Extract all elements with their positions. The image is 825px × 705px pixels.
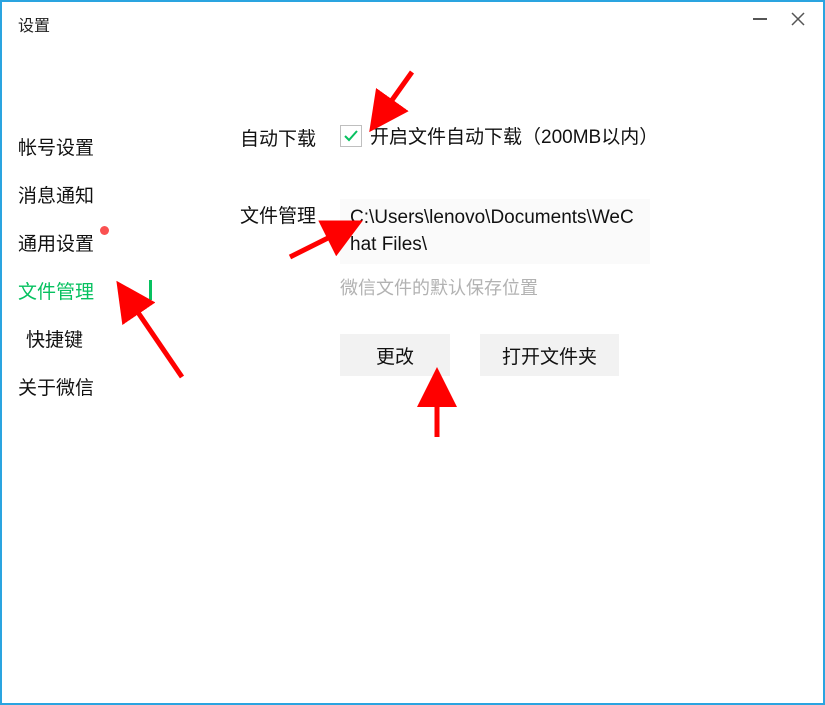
sidebar-item-label: 快捷键	[26, 325, 83, 352]
sidebar-item-label: 文件管理	[18, 277, 94, 304]
window-controls	[741, 4, 817, 34]
sidebar-item-account[interactable]: 帐号设置	[18, 122, 172, 170]
file-path-hint: 微信文件的默认保存位置	[340, 274, 823, 300]
open-folder-button[interactable]: 打开文件夹	[480, 334, 619, 376]
titlebar: 设置	[2, 2, 823, 42]
window-body: 帐号设置 消息通知 通用设置 文件管理 快捷键 关于微信 自动下载	[2, 42, 823, 703]
sidebar-item-label: 关于微信	[18, 373, 94, 400]
sidebar-item-label: 通用设置	[18, 229, 94, 256]
content-pane: 自动下载 开启文件自动下载（200MB以内） 文件管理 C:\Users\len…	[172, 42, 823, 703]
sidebar-item-notifications[interactable]: 消息通知	[18, 170, 172, 218]
sidebar-item-label: 帐号设置	[18, 133, 94, 160]
minimize-button[interactable]	[741, 4, 779, 34]
settings-window: 设置 帐号设置 消息通知 通用设置 文件管理 快捷键	[0, 0, 825, 705]
window-title: 设置	[12, 8, 50, 36]
section-label-file-manage: 文件管理	[240, 199, 340, 228]
file-manage-body: C:\Users\lenovo\Documents\WeChat Files\ …	[340, 199, 823, 376]
check-icon	[343, 128, 359, 144]
sidebar-item-shortcuts[interactable]: 快捷键	[18, 314, 172, 362]
auto-download-label: 开启文件自动下载（200MB以内）	[370, 122, 658, 149]
file-path-display: C:\Users\lenovo\Documents\WeChat Files\	[340, 199, 650, 264]
auto-download-row: 自动下载 开启文件自动下载（200MB以内）	[240, 122, 823, 151]
section-label-auto-download: 自动下载	[240, 122, 340, 151]
sidebar-item-about[interactable]: 关于微信	[18, 362, 172, 410]
file-buttons-row: 更改 打开文件夹	[340, 334, 823, 376]
auto-download-checkbox[interactable]	[340, 125, 362, 147]
sidebar: 帐号设置 消息通知 通用设置 文件管理 快捷键 关于微信	[2, 42, 172, 703]
auto-download-body: 开启文件自动下载（200MB以内）	[340, 122, 823, 149]
notification-dot-icon	[100, 226, 109, 235]
file-manage-row: 文件管理 C:\Users\lenovo\Documents\WeChat Fi…	[240, 199, 823, 376]
sidebar-item-label: 消息通知	[18, 181, 94, 208]
sidebar-item-files[interactable]: 文件管理	[18, 266, 172, 314]
close-button[interactable]	[779, 4, 817, 34]
active-indicator-icon	[149, 280, 152, 300]
sidebar-item-general[interactable]: 通用设置	[18, 218, 172, 266]
change-path-button[interactable]: 更改	[340, 334, 450, 376]
